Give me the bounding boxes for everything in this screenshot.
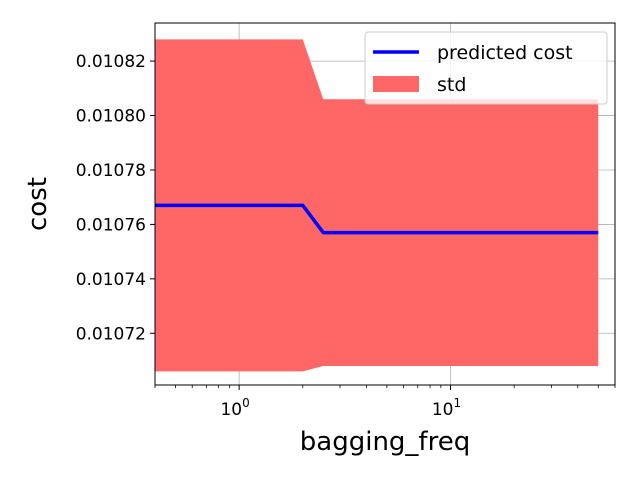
y-tick-label: 0.01074 (76, 270, 146, 290)
predicted-cost-line-layer (155, 203, 599, 235)
legend-swatch-std (373, 76, 419, 92)
y-axis-label: cost (23, 177, 53, 231)
plot-frame (154, 22, 616, 386)
legend-label-std: std (437, 74, 466, 96)
predicted-cost-line (155, 203, 599, 235)
y-tick-label: 0.01072 (76, 324, 146, 344)
x-axis-label: bagging_freq (300, 427, 470, 457)
y-axis-ticks: 0.01072 0.01074 0.01076 0.01078 0.01080 0.010… (76, 52, 155, 344)
y-tick-label: 0.01082 (76, 52, 146, 72)
legend: predicted cost std (364, 31, 608, 105)
legend-label-predicted-cost: predicted cost (437, 42, 573, 64)
x-tick-label: 101 (432, 396, 461, 420)
x-tick-label: 100 (220, 396, 249, 420)
std-band-layer (155, 39, 599, 372)
legend-box (364, 31, 608, 105)
std-band (155, 39, 599, 372)
y-tick-label: 0.01076 (76, 215, 146, 235)
y-tick-label: 0.01078 (76, 161, 146, 181)
x-axis-ticks: 100 101 (154, 385, 616, 420)
y-tick-label: 0.01080 (76, 107, 146, 127)
